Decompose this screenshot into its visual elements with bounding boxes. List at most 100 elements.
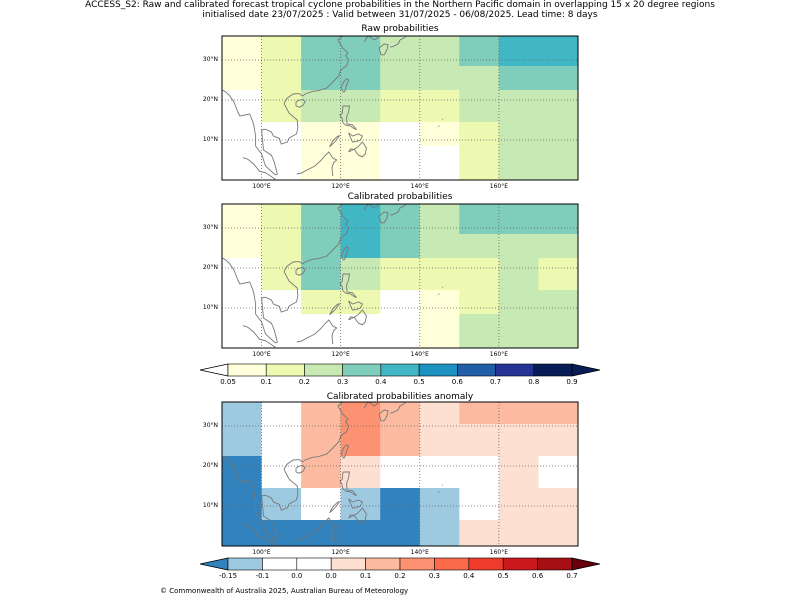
map-frame (221, 203, 579, 349)
probability-cell (419, 520, 460, 547)
colorbar-probabilities: 0.05 0.1 0.2 0.3 0.4 0.5 0.6 0.7 0.8 0.9 (199, 363, 601, 386)
colorbar-tick-label: 0.05 (220, 378, 236, 386)
coastline (389, 35, 407, 48)
probability-cell (380, 146, 421, 181)
colorbar-segment (265, 363, 305, 377)
probability-cell (419, 424, 460, 457)
probability-cell (538, 36, 579, 67)
map-svg (221, 35, 579, 181)
probability-cell (301, 290, 341, 315)
probability-cell (498, 90, 539, 123)
coastline (295, 267, 306, 276)
probability-cell (498, 122, 539, 147)
colorbar-segment (468, 557, 504, 571)
colorbar-svg (199, 557, 601, 571)
coastline (378, 409, 389, 422)
latitude-tick-label: 10°N (202, 304, 218, 311)
probability-cell (419, 314, 460, 349)
map-raw-probabilities: 100°E 120°E 140°E 160°E 10°N 20°N 30°N (203, 35, 579, 190)
probability-cell (459, 36, 500, 67)
map-calibrated-probabilities: 100°E 120°E 140°E 160°E 10°N 20°N 30°N (203, 203, 579, 358)
coastline (221, 401, 350, 542)
probability-cell (261, 402, 302, 425)
probability-cell (459, 314, 500, 349)
probability-cell (419, 258, 460, 291)
colorbar-tick-label: 0.7 (489, 378, 502, 386)
map-frame (221, 35, 579, 181)
coastline (363, 401, 379, 409)
probability-cell (222, 234, 262, 259)
probability-cell (261, 488, 302, 521)
coastline (339, 105, 357, 131)
probability-cell (459, 258, 500, 291)
colorbar-tick-label: 0.1 (260, 378, 272, 386)
longitude-tick-label: 160°E (489, 183, 508, 190)
probability-cell (459, 204, 500, 235)
probability-cell (301, 258, 341, 291)
probability-cell (459, 456, 500, 489)
probability-cell (459, 234, 500, 259)
colorbar-segment (227, 557, 263, 571)
panel-title-raw: Raw probabilities (361, 24, 439, 34)
probability-cell (301, 122, 341, 147)
colorbar-tick-label: 0.0 (325, 572, 337, 580)
copyright-footer: © Commonwealth of Australia 2025, Austra… (160, 587, 409, 595)
probability-cell (301, 66, 341, 91)
probability-cell (380, 402, 421, 425)
colorbar-under-extension (199, 363, 229, 377)
probability-cell (498, 290, 539, 315)
probability-cell (419, 146, 460, 181)
colorbar-segment (399, 557, 435, 571)
probability-cell (498, 36, 539, 67)
probability-cell (340, 488, 381, 521)
probability-cell (459, 122, 500, 147)
colorbar-tick-label: 0.6 (451, 378, 463, 386)
probability-cell (261, 314, 302, 349)
probability-cell (340, 290, 381, 315)
probability-cell (419, 234, 460, 259)
probability-cell (340, 520, 381, 547)
coastline (296, 151, 338, 177)
probability-cell (380, 258, 421, 291)
colorbar-tick-label: 0.6 (532, 572, 544, 580)
map-frame (221, 401, 579, 547)
probability-cell (380, 36, 421, 67)
probability-cell (380, 456, 421, 489)
probability-cell (498, 402, 539, 425)
colorbar-anomaly: -0.15 -0.1 0.0 0.0 0.1 0.2 0.3 0.4 0.5 0.6 0.7 (199, 557, 601, 580)
coastline (378, 211, 389, 224)
colorbar-tick-label: 0.2 (394, 572, 406, 580)
colorbar-segment (533, 363, 573, 377)
probability-cell (419, 90, 460, 123)
colorbar-tick-label: 0.7 (566, 572, 578, 580)
coastline (296, 517, 338, 543)
probability-cell (419, 36, 460, 67)
coastline (242, 523, 276, 546)
probability-cell (261, 258, 302, 291)
coastline (340, 246, 350, 261)
probability-cell (340, 146, 381, 181)
probability-cell (340, 204, 381, 235)
coastline (296, 319, 338, 345)
colorbar-tick-label: 0.0 (291, 572, 303, 580)
probability-cell (538, 314, 579, 349)
colorbar-over-extension (571, 363, 601, 377)
probability-cell (222, 402, 262, 425)
longitude-tick-label: 140°E (410, 351, 429, 358)
coastline (348, 507, 367, 524)
probability-cell (459, 290, 500, 315)
colorbar-segment (434, 557, 470, 571)
longitude-tick-label: 100°E (252, 351, 271, 358)
panel-title-calibrated: Calibrated probabilities (347, 192, 453, 202)
probability-cell (419, 66, 460, 91)
probability-cell (261, 90, 302, 123)
colorbar-segment (380, 363, 420, 377)
probability-cell (380, 314, 421, 349)
probability-cell (538, 66, 579, 91)
probability-cell (340, 36, 381, 67)
probability-cell (380, 234, 421, 259)
probability-cell (340, 66, 381, 91)
probability-cell (419, 204, 460, 235)
probability-cell (380, 520, 421, 547)
colorbar-segment (457, 363, 496, 377)
